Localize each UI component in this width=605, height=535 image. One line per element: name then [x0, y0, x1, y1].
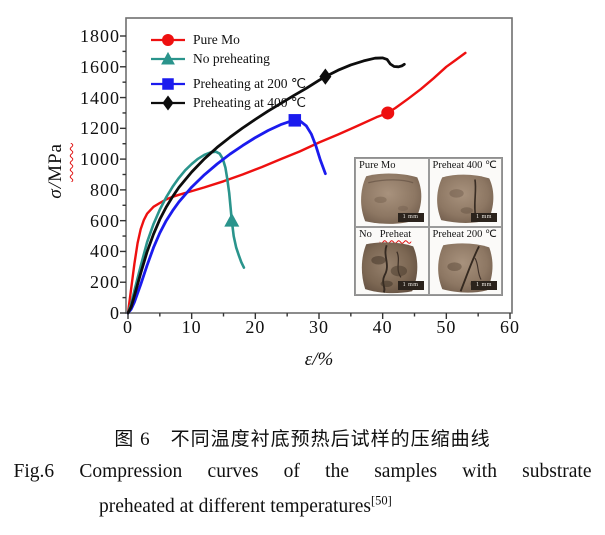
marker-preheating-at-200	[288, 114, 302, 127]
legend-label: Pure Mo	[193, 31, 240, 47]
curve-preheating-at-200	[126, 118, 327, 315]
marker-pure-mo	[381, 106, 395, 120]
legend-label: No preheating	[193, 50, 270, 66]
scale-bar: 1 mm	[471, 212, 497, 222]
legend-marker-glyph	[151, 77, 185, 90]
scale-bar: 1 mm	[397, 281, 424, 290]
legend-item-preheating-200: Preheating at 200 ℃	[150, 74, 306, 93]
y-axis-symbol: σ/	[45, 181, 66, 199]
legend-marker-glyph	[151, 95, 185, 110]
legend-item-no-preheating: No preheating	[150, 49, 306, 68]
legend-label: Preheating at 200 ℃	[193, 75, 307, 91]
inset-panel-preheat-200: Preheat 200 ℃ 1 mm	[428, 226, 502, 295]
legend-marker-shape	[162, 95, 174, 110]
legend-marker-glyph	[151, 51, 185, 65]
legend-label: Preheating at 400 ℃	[193, 94, 307, 110]
legend-marker-shape	[162, 33, 174, 46]
legend-item-preheating-400: Preheating at 400 ℃	[150, 93, 306, 112]
inset-panel-label: Preheat 400 ℃	[430, 159, 502, 172]
caption-chinese: 图 6 不同温度衬底预热后试样的压缩曲线	[114, 429, 491, 450]
inset-panel-label: No Preheat	[356, 228, 428, 241]
legend-item-pure-mo: Pure Mo	[150, 30, 306, 49]
sample-photo	[361, 241, 418, 293]
inset-panel-label-text: Pure Mo	[359, 160, 396, 171]
inset-panel-label: Preheat 200 ℃	[430, 228, 502, 241]
y-axis-unit: MPa	[45, 143, 66, 182]
legend-marker-glyph	[151, 33, 185, 46]
curve-no-preheating	[126, 150, 246, 315]
caption-english-line2: preheated at different temperatures[50]	[99, 493, 605, 518]
marker-preheating-at-400	[319, 68, 332, 85]
inset-panel-label-text: Preheat 200 ℃	[432, 228, 497, 240]
fracture-samples-inset: Pure Mo 1 mm Preheat 400 ℃ 1 mm	[354, 157, 503, 296]
inset-panel-label-text: Preheat 400 ℃	[432, 160, 497, 171]
inset-panel-label-text: No	[359, 228, 372, 240]
scale-bar: 1 mm	[397, 212, 424, 222]
citation-superscript: [50]	[370, 493, 392, 508]
caption-english-line1: Fig.6 Compression curves of the samples …	[13, 461, 592, 482]
curve-pure-mo	[126, 51, 467, 315]
red-circle-marker-icon	[150, 32, 186, 48]
marker-no-preheating	[224, 212, 240, 227]
inset-panel-no-preheat: No Preheat 1 mm	[355, 226, 429, 295]
sample-photo	[436, 174, 493, 223]
compression-curves-chart	[120, 17, 513, 319]
y-axis-label: σ/MPa	[45, 143, 67, 199]
chart-legend: Pure Mo No preheating Preheating at 200 …	[150, 30, 306, 112]
legend-marker-shape	[162, 77, 174, 90]
teal-triangle-marker-icon	[150, 51, 186, 67]
inset-panel-label: Pure Mo	[356, 159, 428, 172]
inset-panel-preheat-400: Preheat 400 ℃ 1 mm	[428, 158, 502, 227]
inset-panel-pure-mo: Pure Mo 1 mm	[355, 158, 429, 227]
legend-marker-shape	[161, 51, 175, 65]
compression-curves-figure: 0 200 400 600 800 1000 1200 1400 1600 1800 0 10 20 3…	[45, 17, 519, 370]
curve-preheating-at-400	[126, 56, 406, 315]
x-axis-label: ε/%	[304, 349, 334, 370]
sample-photo	[361, 173, 422, 224]
blue-square-marker-icon	[150, 76, 186, 92]
scale-bar: 1 mm	[471, 281, 497, 290]
black-diamond-marker-icon	[150, 95, 186, 111]
inset-panel-label-text: Preheat	[379, 228, 412, 240]
caption-english-text: preheated at different temperatures	[99, 496, 371, 517]
